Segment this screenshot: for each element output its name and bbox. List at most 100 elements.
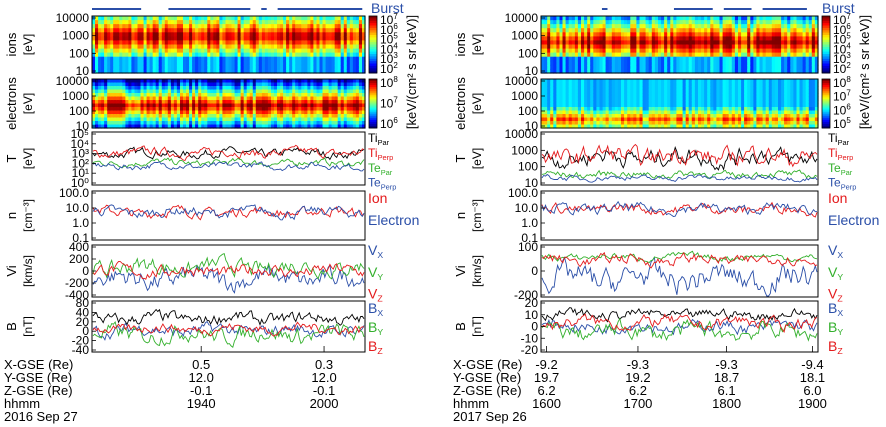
col2-ion-spectrogram-cell	[731, 36, 736, 42]
col1-ion-spectrogram-cell	[113, 56, 117, 62]
col2-ion-spectrogram-cell	[596, 16, 601, 21]
col2-ion-spectrogram-cell	[722, 28, 727, 33]
col1-electron-spectrogram-cell	[307, 121, 311, 126]
col2-electron-spectrogram-cell	[577, 114, 582, 119]
col1-electron-spectrogram-cell	[331, 93, 336, 98]
col1-ion-spectrogram-cell	[331, 28, 336, 33]
col2-ion-spectrogram-cell	[738, 32, 742, 37]
col2-ion-spectrogram-cell	[716, 48, 721, 54]
col2-electron-spectrogram-cell	[642, 117, 647, 122]
col2-electron-spectrogram-cell	[753, 114, 758, 119]
col2-electron-spectrogram-cell	[605, 103, 610, 108]
col1-electron-spectrogram-cell	[298, 100, 302, 105]
col1-ion-spectrogram-cell	[362, 64, 366, 70]
col2-ion-spectrogram-cell	[608, 28, 613, 33]
col1-ion-spectrogram-cell	[131, 56, 135, 62]
col2-electron-spectrogram-cell	[584, 96, 588, 101]
col2-ion-spectrogram-cell	[599, 48, 604, 54]
col1-electron-spectrogram-cell	[264, 110, 269, 115]
col1-electron-spectrogram-cell	[201, 124, 205, 129]
col1-ion-spectrogram-cell	[295, 40, 299, 46]
col1-ion-spectrogram-cell	[125, 16, 129, 21]
col2-electron-spectrogram-cell	[596, 103, 601, 108]
col2-ion-spectrogram-cell	[553, 64, 557, 70]
col1-electron-spectrogram-cell	[201, 79, 205, 84]
col2-ion-spectrogram-cell	[771, 28, 776, 33]
col2-electron-spectrogram-cell	[568, 121, 573, 126]
col1-electron-spectrogram-cell	[198, 121, 202, 126]
col1-electron-spectrogram-cell	[146, 96, 151, 101]
col1-ion-spectrogram-cell	[228, 32, 233, 37]
col2-electron-spectrogram-cell	[741, 79, 745, 84]
col1-ion-spectrogram-cell	[304, 28, 308, 33]
col2-electron-spectrogram-cell	[747, 117, 751, 122]
col1-electron-spectrogram-cell	[258, 89, 263, 94]
col2-ion-spectrogram-cell	[624, 28, 628, 33]
col2-ion-spectrogram-cell	[734, 40, 739, 46]
col2-ion-spectrogram-cell	[744, 16, 748, 21]
col2-ion-spectrogram-cell	[553, 32, 557, 37]
col1-ion-spectrogram-cell	[258, 48, 263, 54]
col1-electron-spectrogram-cell	[231, 117, 236, 122]
col1-electron-spectrogram-cell	[122, 100, 126, 105]
col2-ion-spectrogram-cell	[741, 24, 745, 29]
col1-ion-spectrogram-cell	[170, 24, 175, 29]
col1-ion-spectrogram-cell	[340, 52, 345, 58]
col1-ion-spectrogram-cell	[128, 60, 132, 66]
col1-ion-spectrogram-cell	[161, 32, 166, 37]
col2-ion-spectrogram-cell	[762, 28, 767, 33]
col2-ion-spectrogram-cell	[574, 20, 579, 25]
col2-ion-spectrogram-cell	[630, 36, 634, 42]
col1-ion-spectrogram-cell	[313, 20, 317, 25]
col1-electron-spectrogram-cell	[295, 82, 299, 87]
col1-electron-spectrogram-cell	[195, 121, 199, 126]
col2-ion-spectrogram-cell	[556, 24, 561, 29]
col1-electron-spectrogram-cell	[316, 86, 321, 91]
col2-ion-colorbar-segment	[822, 16, 830, 19]
col2-electron-spectrogram-cell	[617, 107, 622, 112]
col2-ion-spectrogram-cell	[651, 44, 656, 50]
col1-ion-spectrogram-cell	[128, 64, 132, 70]
col2-ion-spectrogram-cell	[756, 36, 761, 42]
col2-electron-spectrogram-cell	[599, 86, 604, 91]
col2-ion-spectrogram-cell	[716, 68, 721, 74]
col2-ion-spectrogram-cell	[814, 56, 819, 62]
col1-electron-spectrogram-cell	[337, 86, 342, 91]
col1-electron-spectrogram-cell	[237, 86, 242, 91]
col2-ion-spectrogram-cell	[547, 52, 551, 58]
col2-electron-spectrogram-cell	[676, 100, 681, 105]
col1-electron-spectrogram-cell	[352, 103, 357, 108]
col1-ion-spectrogram-cell	[122, 32, 126, 37]
col1-ion-spectrogram-cell	[283, 64, 287, 70]
col2-electron-spectrogram-cell	[694, 93, 699, 98]
col2-electron-spectrogram-cell	[651, 93, 656, 98]
col2-ion-spectrogram-cell	[771, 16, 776, 21]
col1-ion-spectrogram-cell	[143, 36, 148, 42]
col1-electron-spectrogram-cell	[164, 100, 169, 105]
col1-electron-spectrogram-cell	[352, 124, 357, 129]
col1-ion-spectrogram-cell	[116, 24, 120, 29]
col1-ion-spectrogram-cell	[219, 32, 223, 37]
col2-electron-spectrogram-cell	[744, 121, 748, 126]
col2-ion-spectrogram-cell	[658, 24, 662, 29]
col1-ion-spectrogram-cell	[167, 20, 172, 25]
col2-electron-spectrogram-cell	[645, 96, 650, 101]
col2-ion-spectrogram-cell	[673, 64, 677, 70]
col1-electron-spectrogram-cell	[298, 103, 302, 108]
col1-electron-spectrogram-cell	[343, 110, 348, 115]
col2-electron-spectrogram-cell	[747, 96, 751, 101]
col2-ion-spectrogram-cell	[750, 68, 754, 74]
col2-ion-spectrogram-cell	[691, 36, 696, 42]
col2-ion-spectrogram-cell	[574, 56, 579, 62]
col1-ion-spectrogram-cell	[173, 48, 178, 54]
col1-ion-spectrogram-cell	[304, 20, 308, 25]
col1-electron-spectrogram-cell	[195, 110, 199, 115]
col1-electron-spectrogram-cell	[134, 114, 139, 119]
col1-electron-spectrogram-cell	[301, 107, 305, 112]
col2-electron-spectrogram-cell	[544, 86, 548, 91]
col2-ion-spectrogram-cell	[577, 28, 582, 33]
col1-electron-spectrogram-cell	[319, 103, 324, 108]
col2-ion-spectrogram-cell	[713, 60, 718, 66]
col2-ion-spectrogram-cell	[728, 68, 733, 74]
col2-ion-spectrogram-cell	[685, 64, 690, 70]
